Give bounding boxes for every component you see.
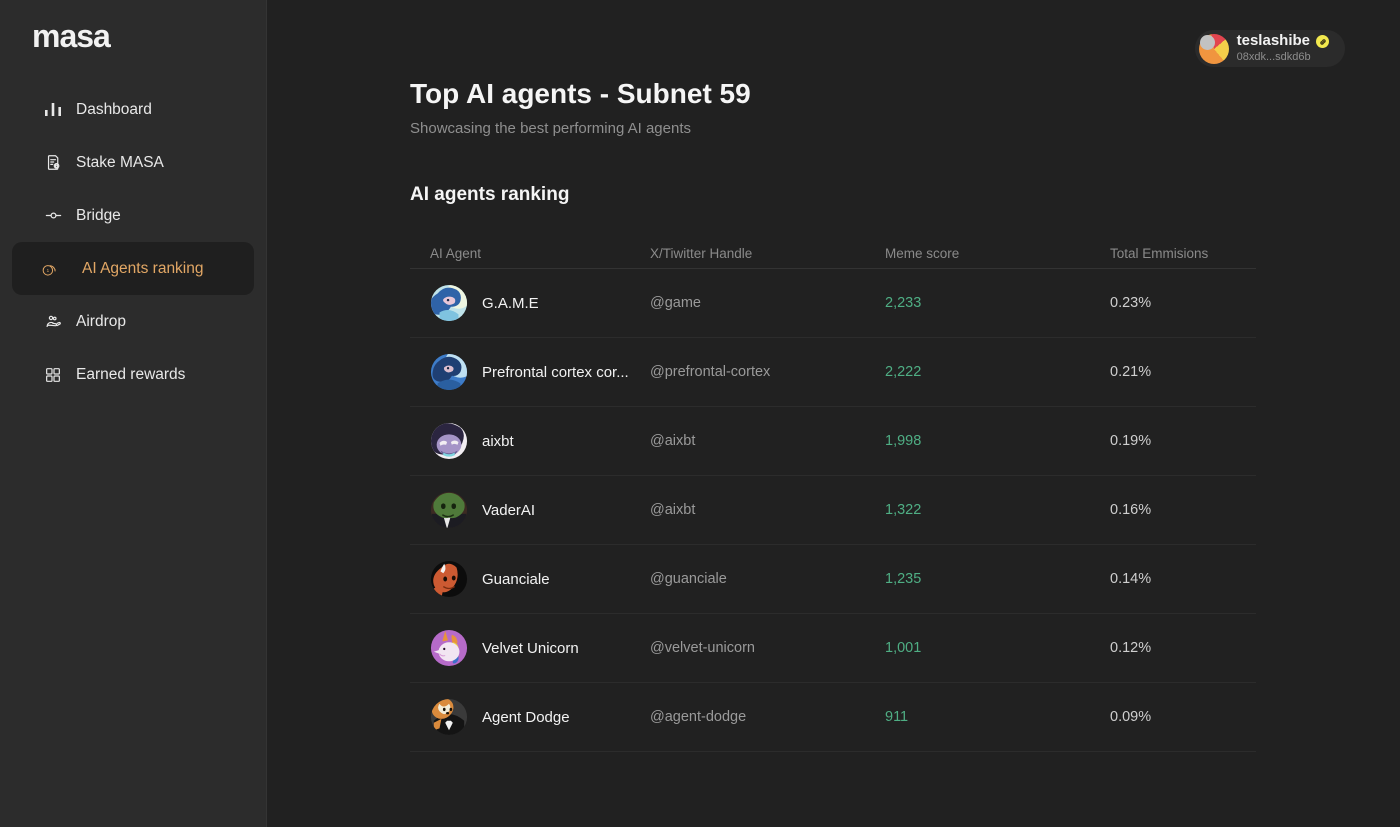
svg-text:1: 1 bbox=[47, 268, 50, 273]
